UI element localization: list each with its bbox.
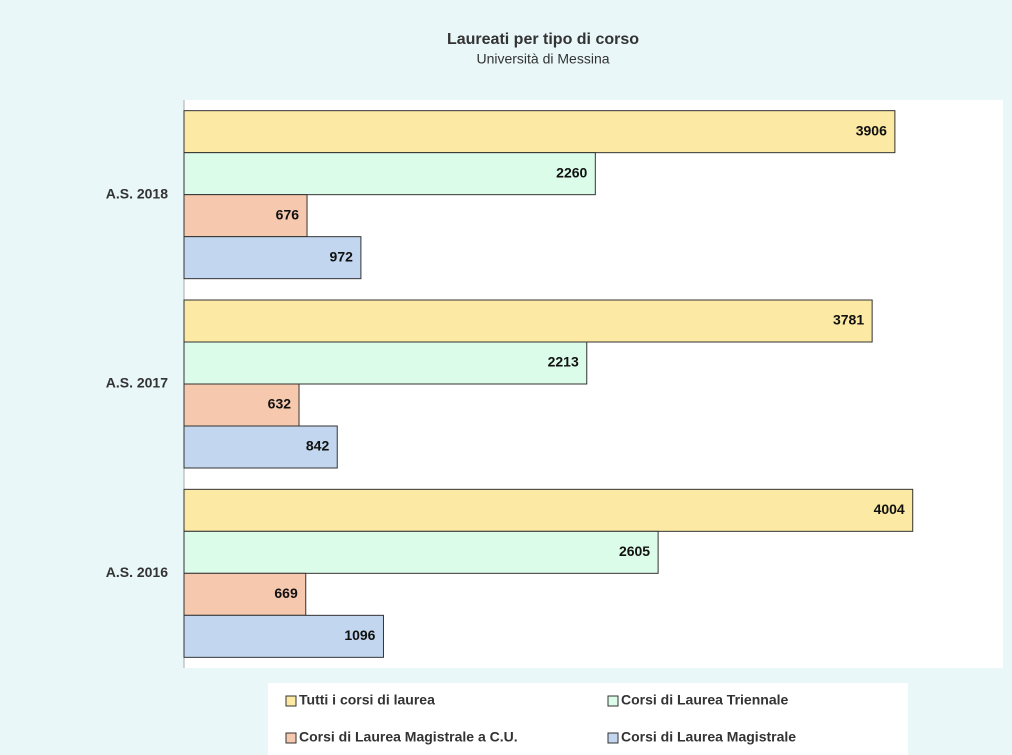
data-label: 669 bbox=[274, 585, 298, 601]
bar bbox=[183, 572, 307, 616]
legend-swatch bbox=[285, 695, 297, 707]
y-tick-label: A.S. 2017 bbox=[106, 375, 168, 391]
legend-label: Tutti i corsi di laurea bbox=[299, 692, 435, 708]
y-tick-label: A.S. 2016 bbox=[106, 564, 168, 580]
bar bbox=[183, 236, 362, 280]
data-label: 2605 bbox=[619, 543, 650, 559]
legend-swatch bbox=[285, 732, 297, 744]
bar bbox=[183, 194, 308, 238]
chart-title: Laureati per tipo di corso bbox=[447, 31, 639, 48]
y-tick-label: A.S. 2018 bbox=[106, 185, 168, 201]
bar bbox=[183, 614, 384, 658]
data-label: 2260 bbox=[556, 164, 587, 180]
bar bbox=[183, 152, 596, 196]
legend-swatch bbox=[607, 695, 619, 707]
bar bbox=[183, 488, 914, 532]
legend-swatch bbox=[607, 732, 619, 744]
chart-subtitle: Università di Messina bbox=[476, 51, 609, 67]
data-label: 632 bbox=[268, 396, 292, 412]
data-label: 3906 bbox=[856, 122, 887, 138]
data-label: 972 bbox=[330, 248, 354, 264]
data-label: 1096 bbox=[344, 627, 375, 643]
legend-label: Corsi di Laurea Triennale bbox=[621, 692, 788, 708]
data-label: 676 bbox=[276, 206, 300, 222]
data-label: 3781 bbox=[833, 312, 864, 328]
bar bbox=[183, 425, 338, 469]
data-label: 4004 bbox=[874, 501, 905, 517]
bar bbox=[183, 530, 659, 574]
legend bbox=[268, 683, 908, 755]
bar bbox=[183, 299, 873, 343]
bar bbox=[183, 341, 588, 385]
data-label: 842 bbox=[306, 438, 330, 454]
legend-label: Corsi di Laurea Magistrale a C.U. bbox=[299, 729, 518, 745]
bar bbox=[183, 110, 896, 154]
legend-label: Corsi di Laurea Magistrale bbox=[621, 729, 796, 745]
data-label: 2213 bbox=[548, 354, 579, 370]
